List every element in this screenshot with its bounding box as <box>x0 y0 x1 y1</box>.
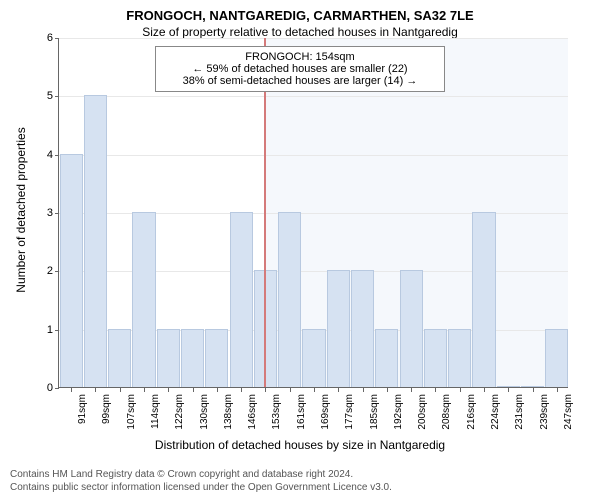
xtick-mark <box>387 388 388 392</box>
xtick-label: 122sqm <box>172 394 185 430</box>
annotation-line2: ← 59% of detached houses are smaller (22… <box>164 63 436 75</box>
bar <box>108 329 131 387</box>
xtick-mark <box>411 388 412 392</box>
bar <box>400 270 423 387</box>
xtick-mark <box>508 388 509 392</box>
xtick-label: 169sqm <box>318 394 331 430</box>
footer-attribution: Contains HM Land Registry data © Crown c… <box>10 468 392 494</box>
ytick-label: 4 <box>47 149 59 161</box>
bar <box>545 329 568 387</box>
xtick-mark <box>193 388 194 392</box>
gridline <box>59 155 568 156</box>
xtick-label: 192sqm <box>391 394 404 430</box>
bar <box>181 329 204 387</box>
xtick-label: 153sqm <box>269 394 282 430</box>
bar <box>472 212 495 387</box>
xtick-label: 247sqm <box>561 394 574 430</box>
ytick-label: 1 <box>47 324 59 336</box>
xtick-mark <box>217 388 218 392</box>
ytick-label: 6 <box>47 32 59 44</box>
bar <box>448 329 471 387</box>
xtick-label: 161sqm <box>294 394 307 430</box>
bar <box>521 386 544 387</box>
xtick-mark <box>241 388 242 392</box>
xtick-label: 138sqm <box>221 394 234 430</box>
xtick-mark <box>533 388 534 392</box>
xtick-label: 200sqm <box>415 394 428 430</box>
xtick-label: 177sqm <box>342 394 355 430</box>
xtick-label: 99sqm <box>99 394 112 424</box>
y-axis-label: Number of detached properties <box>14 127 28 292</box>
bar <box>157 329 180 387</box>
xtick-mark <box>557 388 558 392</box>
xtick-label: 91sqm <box>75 394 88 424</box>
bar <box>60 154 83 387</box>
xtick-mark <box>435 388 436 392</box>
gridline <box>59 96 568 97</box>
xtick-mark <box>95 388 96 392</box>
xtick-mark <box>265 388 266 392</box>
xtick-label: 239sqm <box>537 394 550 430</box>
xtick-mark <box>363 388 364 392</box>
bar <box>132 212 155 387</box>
bar <box>205 329 228 387</box>
ytick-label: 3 <box>47 207 59 219</box>
ytick-label: 0 <box>47 382 59 394</box>
footer-line2: Contains public sector information licen… <box>10 481 392 494</box>
ytick-label: 2 <box>47 265 59 277</box>
bar <box>497 386 520 387</box>
annotation-box: FRONGOCH: 154sqm ← 59% of detached house… <box>155 46 445 92</box>
footer-line1: Contains HM Land Registry data © Crown c… <box>10 468 392 481</box>
xtick-label: 130sqm <box>197 394 210 430</box>
annotation-line3: 38% of semi-detached houses are larger (… <box>164 75 436 87</box>
xtick-label: 208sqm <box>439 394 452 430</box>
bar <box>278 212 301 387</box>
xtick-label: 224sqm <box>488 394 501 430</box>
x-axis-label: Distribution of detached houses by size … <box>0 438 600 452</box>
bar <box>424 329 447 387</box>
chart-title-sub: Size of property relative to detached ho… <box>0 23 600 39</box>
xtick-label: 107sqm <box>124 394 137 430</box>
xtick-label: 216sqm <box>464 394 477 430</box>
xtick-label: 146sqm <box>245 394 258 430</box>
bar <box>351 270 374 387</box>
annotation-line1: FRONGOCH: 154sqm <box>164 51 436 63</box>
chart-title-main: FRONGOCH, NANTGAREDIG, CARMARTHEN, SA32 … <box>0 0 600 23</box>
xtick-label: 231sqm <box>512 394 525 430</box>
xtick-mark <box>120 388 121 392</box>
xtick-mark <box>290 388 291 392</box>
bar <box>375 329 398 387</box>
bar <box>84 95 107 387</box>
bar <box>230 212 253 387</box>
gridline <box>59 38 568 39</box>
xtick-mark <box>484 388 485 392</box>
xtick-mark <box>460 388 461 392</box>
bar <box>327 270 350 387</box>
xtick-mark <box>314 388 315 392</box>
xtick-mark <box>338 388 339 392</box>
xtick-mark <box>71 388 72 392</box>
ytick-label: 5 <box>47 90 59 102</box>
bar <box>302 329 325 387</box>
xtick-mark <box>144 388 145 392</box>
xtick-mark <box>168 388 169 392</box>
xtick-label: 114sqm <box>148 394 161 429</box>
xtick-label: 185sqm <box>367 394 380 430</box>
